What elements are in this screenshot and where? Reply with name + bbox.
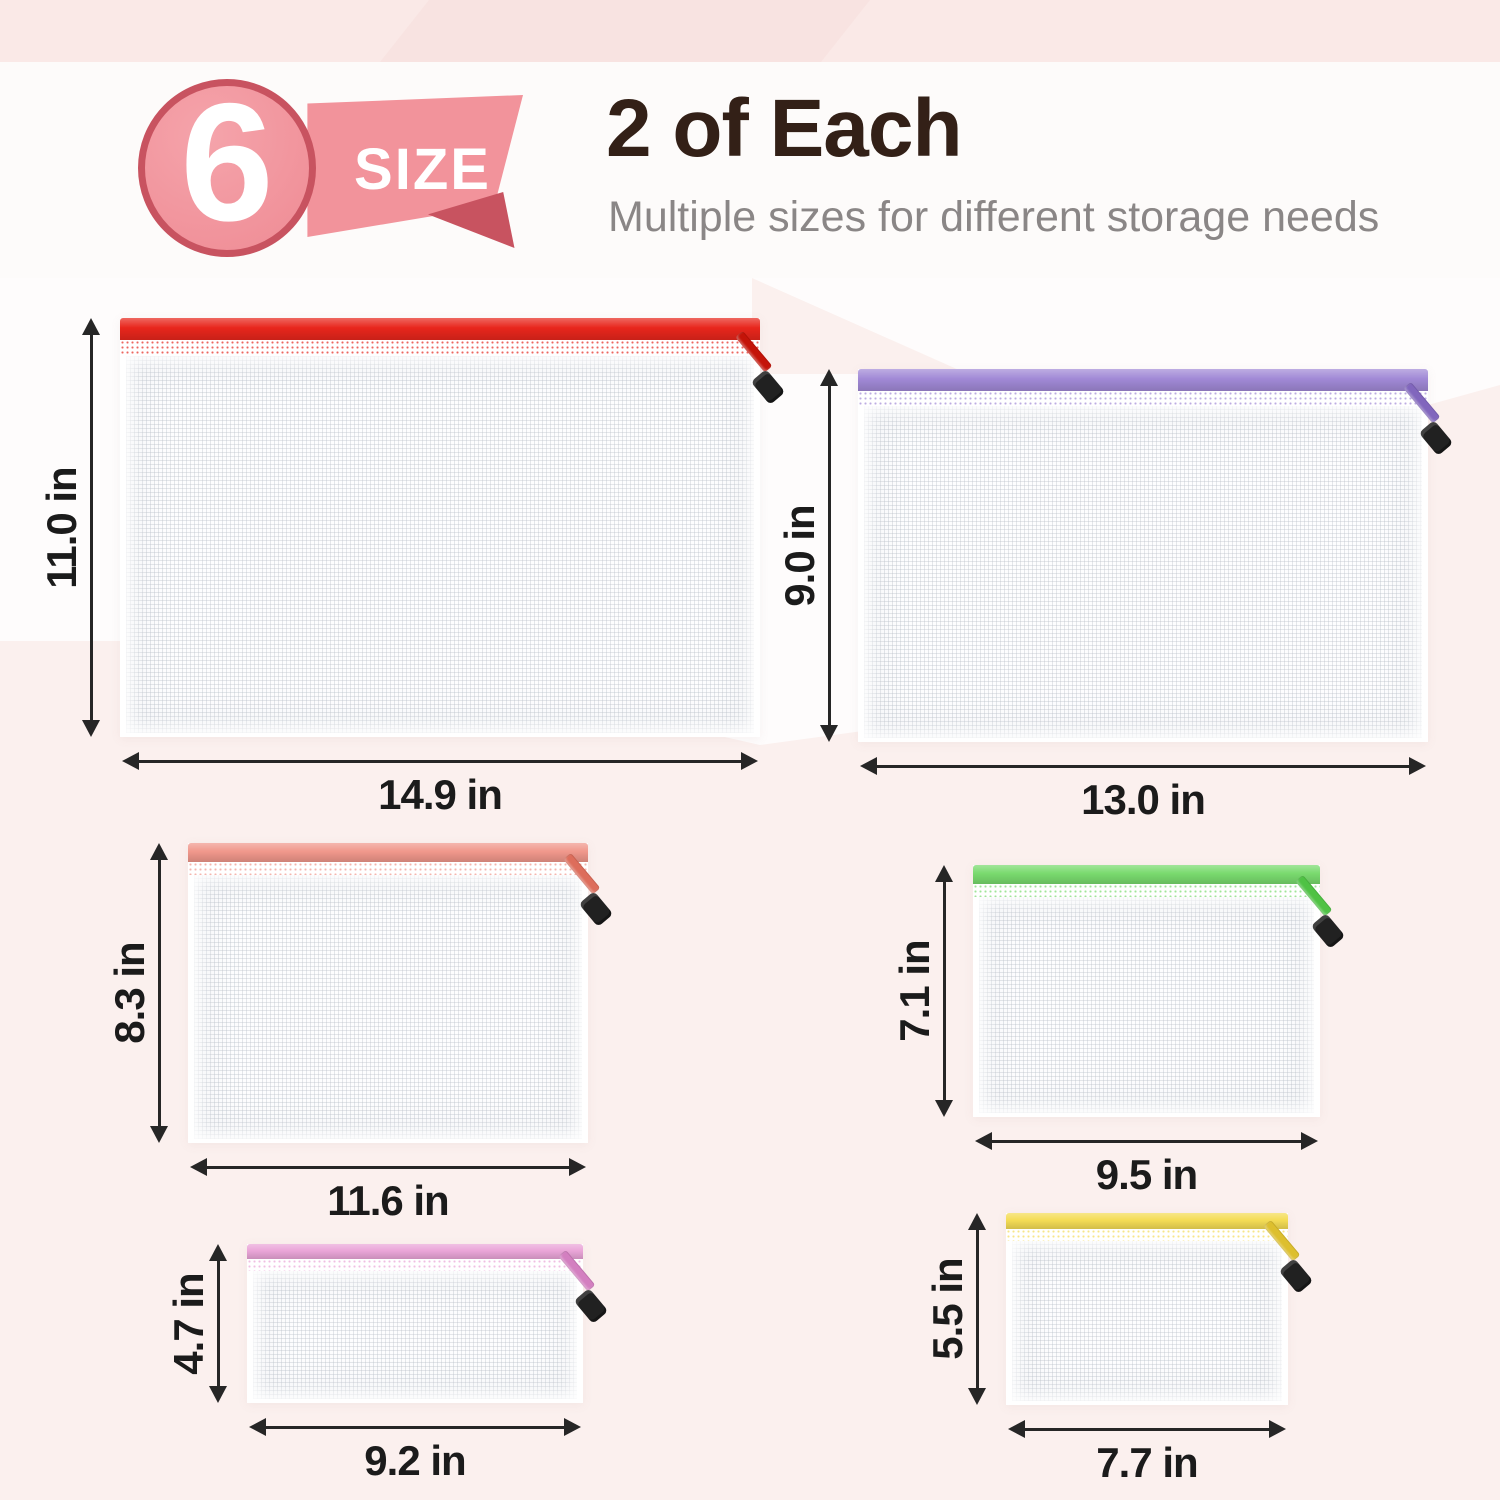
mesh-pouch: [1006, 1213, 1314, 1405]
zipper-tape: [858, 391, 1428, 406]
size-badge-count: 6: [180, 68, 274, 256]
pouch-group-yellow: 5.5 in 7.7 in: [924, 1213, 1314, 1486]
zipper-pull-tab: [1310, 913, 1346, 949]
zipper-strip: [973, 865, 1320, 884]
mesh-body: [979, 897, 1314, 1113]
zipper-strip: [188, 843, 588, 862]
top-strip-shade-shape: [380, 0, 870, 62]
height-arrow: [967, 1213, 987, 1405]
zipper-pull-tab: [573, 1288, 609, 1324]
zipper-pull-icon: [1386, 381, 1454, 469]
height-arrow: [81, 318, 101, 737]
zipper-pull-icon: [546, 852, 614, 940]
pouch-group-orchid: 4.7 in 9.2 in: [165, 1244, 609, 1484]
zipper-pull-icon: [1278, 874, 1346, 962]
pouch-group-purple: 9.0 in 13.0 in: [776, 369, 1454, 823]
width-arrow: [1008, 1419, 1286, 1439]
zipper-pull-strap: [558, 1249, 596, 1292]
zipper-pull-tab: [578, 891, 614, 927]
zipper-tape: [1006, 1229, 1288, 1241]
zipper-tape: [120, 340, 760, 356]
height-label: 9.0 in: [776, 504, 823, 607]
size-badge-label: SIZE: [354, 137, 491, 202]
page-subtitle: Multiple sizes for different storage nee…: [608, 193, 1380, 241]
width-arrow: [190, 1157, 586, 1177]
width-label: 9.2 in: [364, 1437, 466, 1484]
width-label: 14.9 in: [378, 771, 503, 818]
page-title: 2 of Each: [606, 83, 963, 174]
width-arrow: [860, 756, 1426, 776]
zipper-tape: [188, 862, 588, 875]
height-label: 11.0 in: [38, 466, 85, 589]
height-label: 7.1 in: [891, 940, 938, 1042]
mesh-pouch: [120, 318, 786, 737]
zipper-pull-tab: [750, 369, 786, 405]
pouch-group-green: 7.1 in 9.5 in: [891, 865, 1346, 1198]
mesh-body: [126, 356, 754, 733]
zipper-pull-strap: [1295, 874, 1333, 917]
mesh-body: [864, 406, 1422, 738]
height-arrow: [819, 369, 839, 742]
zipper-tape: [247, 1259, 583, 1271]
width-arrow: [975, 1131, 1318, 1151]
width-arrow: [249, 1417, 581, 1437]
width-label: 11.6 in: [327, 1177, 449, 1224]
zipper-strip: [120, 318, 760, 340]
mesh-pouch: [188, 843, 614, 1143]
width-arrow: [122, 751, 758, 771]
mesh-body: [194, 875, 582, 1139]
zipper-pull-icon: [541, 1249, 609, 1337]
mesh-body: [253, 1271, 577, 1399]
zipper-strip: [858, 369, 1428, 391]
mesh-pouch: [973, 865, 1346, 1117]
width-label: 13.0 in: [1081, 776, 1206, 823]
size-badge-circle: 6: [138, 68, 316, 257]
zipper-pull-tab: [1278, 1258, 1314, 1294]
mesh-pouch: [858, 369, 1454, 742]
width-label: 9.5 in: [1095, 1151, 1198, 1198]
mesh-body: [1012, 1241, 1282, 1401]
height-label: 8.3 in: [106, 942, 153, 1044]
zipper-strip: [1006, 1213, 1288, 1229]
width-label: 7.7 in: [1096, 1439, 1198, 1486]
height-label: 4.7 in: [165, 1272, 212, 1375]
zipper-pull-strap: [563, 852, 601, 895]
mesh-pouch: [247, 1244, 609, 1403]
height-arrow: [934, 865, 954, 1117]
zipper-strip: [247, 1244, 583, 1259]
zipper-pull-strap: [735, 330, 773, 373]
zipper-pull-strap: [1263, 1219, 1301, 1262]
pouch-group-coral: 8.3 in 11.6 in: [106, 843, 614, 1224]
zipper-tape: [973, 884, 1320, 897]
zipper-pull-tab: [1418, 420, 1454, 456]
height-arrow: [149, 843, 169, 1143]
zipper-pull-strap: [1403, 381, 1441, 424]
zipper-pull-icon: [718, 330, 786, 418]
zipper-pull-icon: [1246, 1219, 1314, 1307]
pouch-group-red: 11.0 in 14.9 in: [38, 318, 786, 818]
height-arrow: [208, 1244, 228, 1403]
height-label: 5.5 in: [924, 1258, 971, 1360]
